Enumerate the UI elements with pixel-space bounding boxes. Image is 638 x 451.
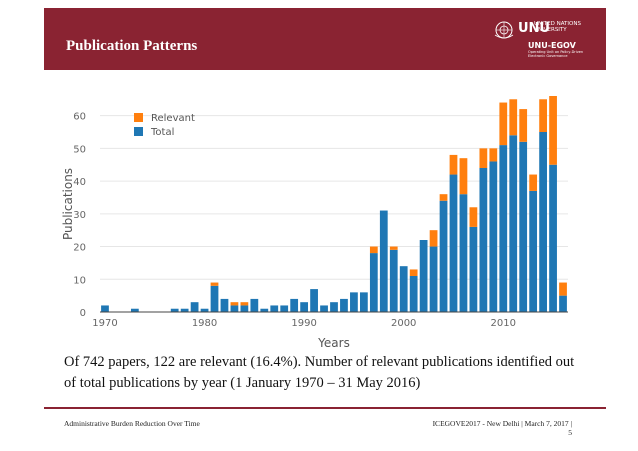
- bar-total: [270, 305, 279, 312]
- x-axis-title: Years: [317, 336, 350, 350]
- bar-relevant: [509, 99, 518, 136]
- bar-total: [519, 141, 528, 312]
- bar-total: [170, 308, 179, 312]
- bar-total: [549, 164, 557, 312]
- bar-total: [310, 289, 318, 312]
- logo-tagline: Operating Unit on Policy-Driven Electron…: [528, 50, 584, 58]
- bar-total: [429, 246, 438, 312]
- y-tick-label: 40: [73, 177, 86, 188]
- bar-relevant: [499, 102, 508, 146]
- bar-relevant: [429, 230, 438, 247]
- bar-total: [489, 161, 498, 312]
- bar-total: [389, 249, 398, 312]
- bar-total: [459, 194, 468, 312]
- logo-monogram: UNU: [518, 21, 550, 36]
- bar-total: [419, 240, 428, 312]
- legend-swatch-total: [134, 127, 143, 136]
- bar-relevant: [539, 99, 547, 132]
- bar-total: [509, 135, 518, 312]
- x-tick-label: 1990: [291, 318, 316, 329]
- bar-total: [190, 302, 199, 312]
- y-tick-label: 10: [73, 275, 86, 286]
- legend-swatch-relevant: [134, 113, 143, 122]
- y-axis-title: Publications: [61, 168, 75, 240]
- chart-caption: Of 742 papers, 122 are relevant (16.4%).…: [64, 354, 575, 391]
- bar-total: [350, 292, 358, 312]
- bar-total: [399, 266, 408, 312]
- x-tick-label: 1980: [192, 318, 217, 329]
- bar-relevant: [549, 96, 557, 165]
- bar-relevant: [449, 154, 458, 175]
- x-tick-label: 1970: [92, 318, 117, 329]
- bar-total: [210, 285, 219, 312]
- footer-divider: [44, 407, 606, 409]
- bar-total: [250, 298, 259, 312]
- bar-total: [290, 298, 299, 312]
- bar-total: [369, 253, 378, 312]
- bar-relevant: [519, 109, 528, 142]
- bar-total: [379, 210, 388, 312]
- footer-left-text: Administrative Burden Reduction Over Tim…: [64, 419, 200, 428]
- bar-total: [220, 298, 229, 312]
- bar-total: [230, 305, 239, 312]
- publications-chart: 0 10 20 30 40 50 60 1970 1980 1990 2000 2010 Years Pu…: [61, 96, 568, 350]
- bar-total: [330, 302, 338, 312]
- logo-unit: UNU-EGOV: [528, 41, 576, 50]
- legend-label-relevant: Relevant: [151, 113, 195, 124]
- bar-relevant: [489, 148, 498, 162]
- y-tick-label: 0: [80, 308, 86, 319]
- y-tick-label: 30: [73, 210, 86, 221]
- bar-total: [340, 298, 348, 312]
- bar-total: [439, 200, 448, 312]
- title-bar: Publication Patterns UNU UNITED NATIONS …: [44, 8, 606, 70]
- bar-relevant: [389, 246, 398, 250]
- bar-total: [320, 305, 328, 312]
- bar-relevant: [409, 269, 418, 276]
- bar-total: [130, 308, 139, 312]
- y-tick-label: 60: [73, 112, 86, 123]
- bar-total: [559, 295, 567, 312]
- y-tick-label: 20: [73, 243, 86, 254]
- bar-total: [539, 132, 547, 312]
- bar-total: [479, 168, 488, 312]
- slide-title: Publication Patterns: [66, 38, 198, 54]
- bar-relevant: [459, 158, 468, 195]
- x-tick-label: 2000: [391, 318, 416, 329]
- bar-total: [409, 276, 418, 312]
- bar-relevant: [439, 194, 448, 201]
- un-emblem-icon: [494, 21, 514, 39]
- y-tick-label: 50: [73, 144, 86, 155]
- legend-label-total: Total: [150, 127, 174, 138]
- bar-relevant: [230, 302, 239, 306]
- page-number: 5: [568, 428, 572, 437]
- bar-total: [260, 308, 269, 312]
- unu-egov-logo: UNU UNITED NATIONS UNIVERSITY UNU-EGOV O…: [493, 19, 603, 59]
- footer-right-text: ICEGOVE2017 - New Delhi | March 7, 2017 …: [432, 419, 572, 428]
- bar-total: [240, 305, 249, 312]
- bar-relevant: [240, 302, 249, 306]
- bar-relevant: [559, 282, 567, 296]
- bar-relevant: [369, 246, 378, 254]
- bar-total: [101, 305, 109, 312]
- bar-relevant: [469, 207, 478, 227]
- bar-total: [280, 305, 289, 312]
- bar-relevant: [210, 282, 219, 286]
- x-tick-label: 2010: [491, 318, 516, 329]
- bar-relevant: [529, 174, 538, 191]
- bar-total: [469, 226, 478, 312]
- logo-org-name: UNITED NATIONS UNIVERSITY: [534, 21, 581, 33]
- bar-total: [300, 302, 309, 312]
- bar-total: [359, 292, 368, 312]
- bar-relevant: [479, 148, 488, 168]
- bar-total: [449, 174, 458, 312]
- bar-total: [180, 308, 189, 312]
- bar-total: [529, 190, 538, 312]
- bar-total: [200, 308, 209, 312]
- bar-total: [499, 145, 508, 312]
